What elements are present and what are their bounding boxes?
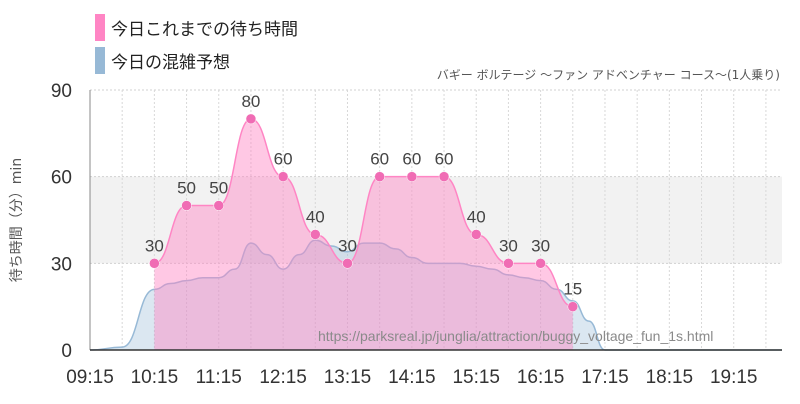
- data-label-wait-time: 40: [306, 207, 325, 226]
- data-point-wait-time: [213, 200, 224, 211]
- y-tick-label: 30: [51, 254, 72, 275]
- x-tick-label: 10:15: [131, 367, 179, 388]
- data-point-wait-time: [342, 258, 353, 269]
- chart-subtitle: バギー ボルテージ ～ファン アドベンチャー コース～(1人乗り): [436, 68, 780, 82]
- data-point-wait-time: [149, 258, 160, 269]
- x-tick-label: 17:15: [581, 367, 629, 388]
- data-point-wait-time: [277, 171, 289, 182]
- series-line-wait-times: [154, 118, 573, 308]
- data-label-wait-time: 30: [531, 236, 550, 255]
- data-label-wait-time: 60: [370, 150, 389, 169]
- x-tick-label: 12:15: [259, 367, 307, 388]
- data-point-wait-time: [181, 200, 192, 211]
- data-label-wait-time: 15: [563, 280, 582, 299]
- legend-swatch-wait-times: [95, 13, 105, 41]
- series-area-wait-times: [154, 118, 573, 350]
- x-tick-label: 14:15: [388, 367, 436, 388]
- data-point-wait-time: [374, 171, 385, 182]
- data-label-wait-time: 30: [338, 236, 357, 255]
- data-point-wait-time: [567, 301, 579, 312]
- source-url-watermark[interactable]: https://parksreal.jp/junglia/attraction/…: [318, 328, 714, 344]
- data-point-wait-time: [535, 258, 546, 269]
- y-tick-label: 0: [61, 341, 72, 362]
- x-tick-label: 18:15: [646, 367, 694, 388]
- x-tick-label: 15:15: [452, 367, 500, 388]
- data-label-wait-time: 40: [467, 207, 486, 226]
- data-point-wait-time: [438, 171, 450, 182]
- data-label-wait-time: 60: [274, 150, 293, 169]
- legend-label-congestion-forecast: 今日の混雑予想: [111, 52, 230, 73]
- data-point-wait-time: [245, 113, 257, 125]
- series-line-congestion-forecast: [89, 239, 782, 351]
- x-tick-label: 11:15: [196, 367, 242, 388]
- y-tick-label: 60: [51, 168, 72, 189]
- x-tick-label: 19:15: [710, 367, 758, 388]
- x-tick-label: 09:15: [66, 367, 114, 388]
- shaded-band: [90, 176, 782, 264]
- data-label-wait-time: 30: [145, 236, 164, 255]
- y-tick-label: 90: [51, 81, 72, 102]
- legend-swatch-congestion-forecast: [95, 46, 105, 74]
- data-label-wait-time: 30: [499, 236, 518, 255]
- data-label-wait-time: 50: [209, 179, 228, 198]
- data-point-wait-time: [503, 258, 514, 269]
- data-label-wait-time: 60: [402, 150, 421, 169]
- data-label-wait-time: 50: [177, 179, 196, 198]
- legend-label-wait-times: 今日これまでの待ち時間: [111, 19, 298, 40]
- legend-item-wait-times[interactable]: 今日これまでの待ち時間: [95, 12, 298, 42]
- x-tick-label: 16:15: [517, 367, 565, 388]
- data-point-wait-time: [406, 171, 418, 182]
- legend-item-congestion-forecast[interactable]: 今日の混雑予想: [95, 45, 230, 75]
- y-axis-label: 待ち時間（分）min: [9, 157, 25, 283]
- data-point-wait-time: [470, 229, 482, 240]
- x-tick-label: 13:15: [324, 367, 372, 388]
- data-label-wait-time: 60: [435, 150, 454, 169]
- series-area-congestion-forecast: [90, 240, 782, 350]
- data-label-wait-time: 80: [241, 92, 260, 111]
- data-point-wait-time: [310, 229, 321, 240]
